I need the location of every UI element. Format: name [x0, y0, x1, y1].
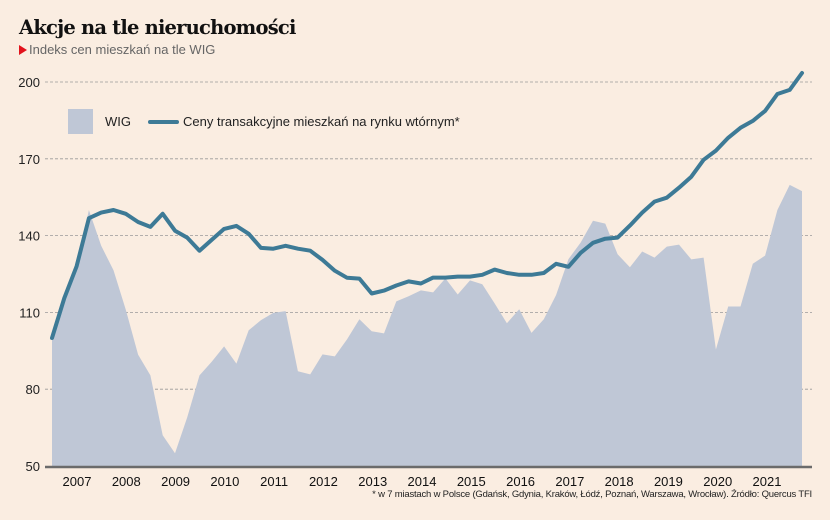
y-tick-label: 200: [18, 75, 40, 90]
wig-area-layer: [45, 184, 812, 469]
y-tick-label: 110: [19, 305, 40, 320]
legend: WIG Ceny transakcyjne mieszkań na rynku …: [68, 109, 460, 134]
legend-wig-label: WIG: [105, 114, 131, 129]
x-axis-ticks: 2007 2008 2009 2010 2011 2012 2013 2014 2015 2016…: [63, 474, 782, 489]
footnote-source: * w 7 miastach w Polsce (Gdańsk, Gdynia,…: [372, 489, 812, 500]
x-tick-label: 2011: [260, 474, 288, 489]
x-tick-label: 2017: [555, 474, 584, 489]
x-tick-label: 2015: [457, 474, 486, 489]
x-tick-label: 2007: [63, 474, 92, 489]
price-line-layer: [50, 71, 804, 340]
y-axis-ticks: 50 80 110 140 170 200: [18, 75, 40, 474]
x-tick-label: 2018: [605, 474, 634, 489]
x-tick-label: 2009: [161, 474, 190, 489]
y-tick-label: 170: [18, 152, 40, 167]
x-tick-label: 2020: [703, 474, 732, 489]
x-tick-label: 2010: [210, 474, 239, 489]
x-tick-label: 2019: [654, 474, 683, 489]
y-tick-label: 50: [26, 459, 40, 474]
price-line: [50, 71, 804, 340]
x-tick-label: 2008: [112, 474, 141, 489]
x-tick-label: 2021: [753, 474, 782, 489]
x-tick-label: 2013: [358, 474, 387, 489]
y-tick-label: 80: [26, 382, 40, 397]
legend-price-label: Ceny transakcyjne mieszkań na rynku wtór…: [183, 114, 460, 129]
legend-wig-swatch: [68, 109, 93, 134]
subtitle-text: Indeks cen mieszkań na tle WIG: [29, 42, 216, 57]
chart-subtitle: Indeks cen mieszkań na tle WIG: [19, 42, 215, 57]
grid-lines: [45, 81, 812, 390]
chart-title: Akcje na tle nieruchomości: [19, 16, 296, 39]
triangle-marker-icon: [19, 44, 27, 55]
x-tick-label: 2014: [408, 474, 437, 489]
x-tick-label: 2016: [506, 474, 535, 489]
wig-area: [52, 184, 802, 466]
x-tick-label: 2012: [309, 474, 338, 489]
y-tick-label: 140: [18, 229, 40, 244]
